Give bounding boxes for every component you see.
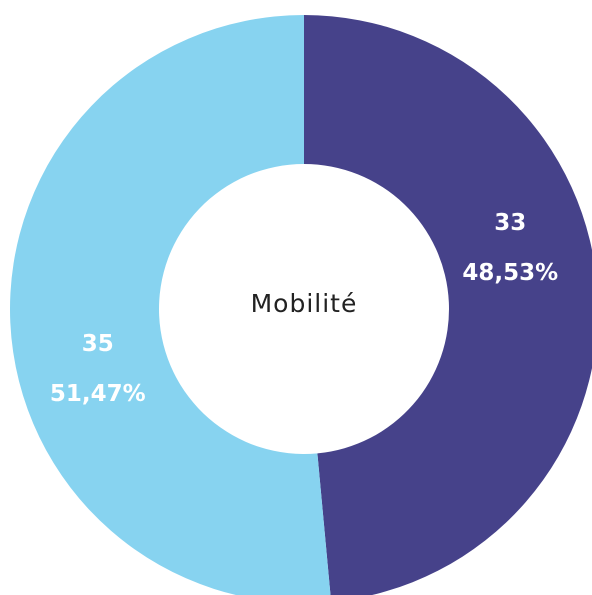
share-label: 48,53% bbox=[462, 260, 558, 286]
page: 3348,53%3551,47%Mobilité (() => { const … bbox=[0, 0, 592, 595]
value-label: 33 bbox=[494, 210, 526, 236]
value-label: 35 bbox=[82, 331, 114, 357]
chart: 33 48,53% 35 51,47% Mobilité bbox=[0, 0, 592, 595]
share-label: 51,47% bbox=[50, 381, 146, 407]
center-label: Mobilité bbox=[251, 289, 358, 318]
